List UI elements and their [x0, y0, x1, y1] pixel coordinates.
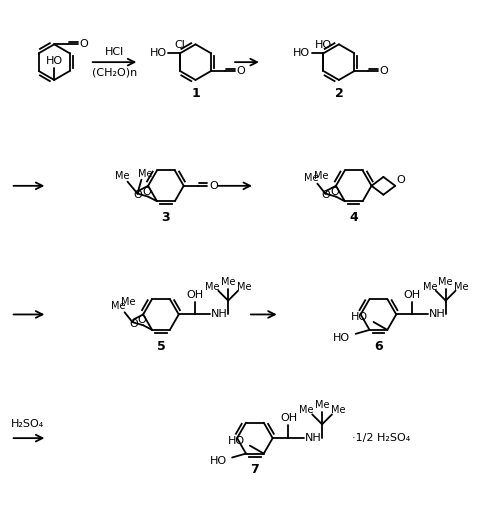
- Text: O: O: [330, 187, 339, 197]
- Text: O: O: [80, 39, 88, 49]
- Text: Me: Me: [423, 282, 437, 292]
- Text: O: O: [134, 190, 142, 200]
- Text: Me: Me: [115, 171, 130, 181]
- Text: HO: HO: [315, 41, 332, 50]
- Text: Me: Me: [237, 282, 251, 292]
- Text: Me: Me: [111, 301, 126, 311]
- Text: Me: Me: [304, 173, 319, 183]
- Text: O: O: [143, 187, 151, 197]
- Text: HO: HO: [333, 333, 350, 343]
- Text: Me: Me: [221, 277, 235, 287]
- Text: NH: NH: [428, 309, 445, 319]
- Text: Me: Me: [454, 282, 469, 292]
- Text: Me: Me: [122, 297, 136, 307]
- Text: 3: 3: [162, 211, 170, 224]
- Text: H₂SO₄: H₂SO₄: [11, 419, 44, 429]
- Text: NH: NH: [211, 309, 228, 319]
- Text: 7: 7: [250, 463, 259, 476]
- Text: Me: Me: [205, 282, 220, 292]
- Text: OH: OH: [186, 290, 203, 300]
- Text: HO: HO: [150, 48, 167, 58]
- Text: 1: 1: [191, 87, 200, 100]
- Text: NH: NH: [305, 433, 322, 443]
- Text: O: O: [138, 315, 146, 325]
- Text: HO: HO: [293, 48, 310, 58]
- Text: 2: 2: [335, 87, 343, 100]
- Text: O: O: [236, 66, 245, 76]
- Text: O: O: [380, 66, 388, 76]
- Text: Me: Me: [438, 277, 453, 287]
- Text: 4: 4: [349, 211, 358, 224]
- Text: (CH₂O)n: (CH₂O)n: [92, 67, 137, 77]
- Text: Me: Me: [315, 400, 329, 410]
- Text: Me: Me: [299, 406, 313, 416]
- Text: Me: Me: [331, 406, 345, 416]
- Text: Cl: Cl: [175, 41, 185, 50]
- Text: HO: HO: [210, 457, 227, 467]
- Text: O: O: [209, 181, 218, 191]
- Text: ·1/2 H₂SO₄: ·1/2 H₂SO₄: [352, 433, 410, 443]
- Text: Me: Me: [138, 169, 153, 179]
- Text: Me: Me: [314, 171, 328, 181]
- Text: HO: HO: [227, 436, 244, 446]
- Text: HCl: HCl: [105, 47, 124, 57]
- Text: HO: HO: [351, 312, 368, 322]
- Text: OH: OH: [404, 290, 421, 300]
- Text: O: O: [322, 190, 330, 200]
- Text: HO: HO: [45, 56, 63, 66]
- Text: OH: OH: [280, 413, 297, 423]
- Text: 6: 6: [374, 340, 383, 352]
- Text: O: O: [129, 319, 138, 329]
- Text: O: O: [397, 175, 406, 185]
- Text: 5: 5: [157, 340, 165, 352]
